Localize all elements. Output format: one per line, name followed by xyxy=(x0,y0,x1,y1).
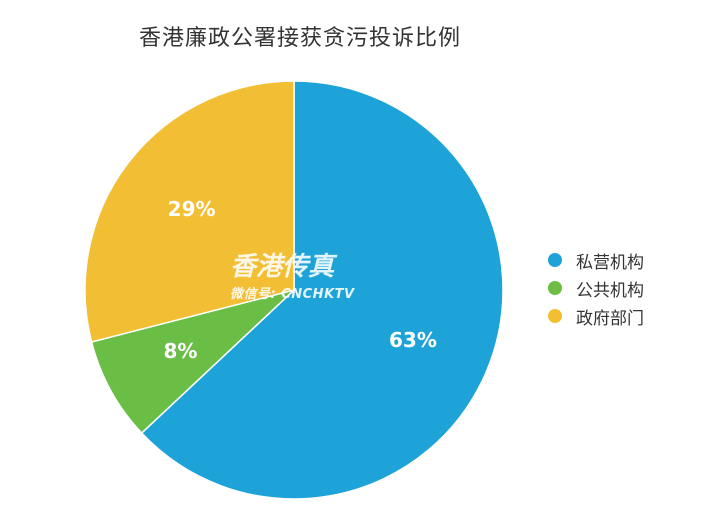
pie-label-government: 29% xyxy=(168,197,216,221)
chart-title: 香港廉政公署接获贪污投诉比例 xyxy=(138,26,461,51)
pie-label-private: 63% xyxy=(389,328,437,352)
pie-slice-public xyxy=(90,289,295,435)
legend-label-private: 私营机构 xyxy=(576,252,644,273)
legend-item-public: 公共机构 xyxy=(548,274,644,302)
watermark-main: 香港传真 xyxy=(230,252,335,282)
legend-swatch-private xyxy=(548,253,562,267)
legend-item-government: 政府部门 xyxy=(548,302,644,330)
chart-legend: 私营机构 公共机构 政府部门 xyxy=(548,246,644,330)
watermark: 香港传真 微信号: CNCHKTV xyxy=(230,252,355,304)
pie-slice-private xyxy=(140,80,504,500)
legend-label-public: 公共机构 xyxy=(576,280,644,301)
legend-item-private: 私营机构 xyxy=(548,246,644,274)
watermark-sub: 微信号: CNCHKTV xyxy=(230,287,355,302)
pie-slice-government xyxy=(84,80,295,343)
legend-swatch-government xyxy=(548,309,562,323)
legend-label-government: 政府部门 xyxy=(576,308,644,329)
legend-swatch-public xyxy=(548,281,562,295)
pie-label-public: 8% xyxy=(163,339,197,363)
